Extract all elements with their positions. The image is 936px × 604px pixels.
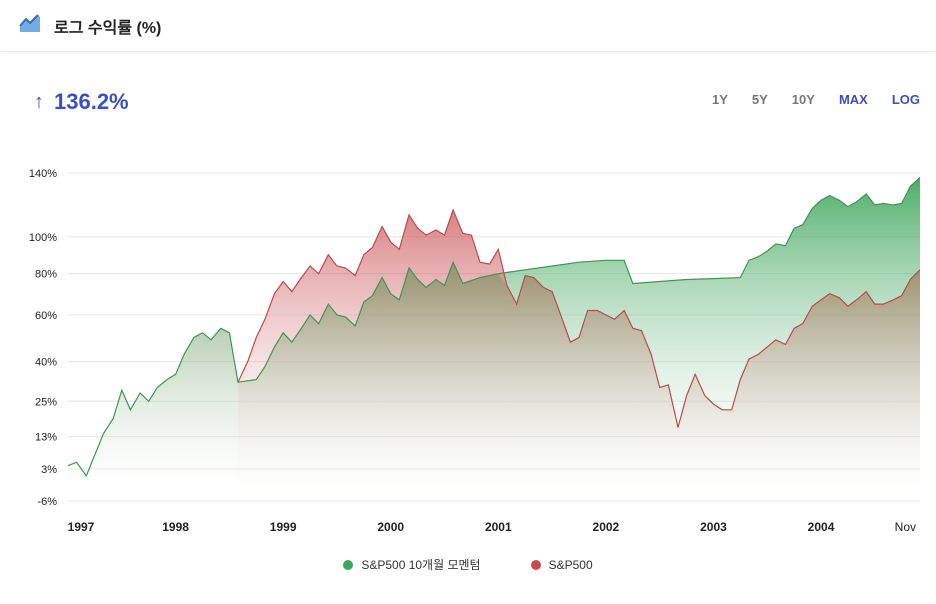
x-tick-label: 2000 xyxy=(377,520,404,534)
log-return-chart: 140% 100% 80% 60% 40% 25% 13% 3% -6% 1997 1998 1999… xyxy=(29,168,921,534)
x-tick-label: 1999 xyxy=(270,520,297,534)
up-arrow-icon: ↑ xyxy=(34,90,44,113)
chart-legend: S&P500 10개월 모멘텀 S&P500 xyxy=(0,556,936,573)
y-tick-label: 140% xyxy=(29,168,57,180)
series-line-sp500 xyxy=(237,208,921,428)
y-tick-label: 80% xyxy=(35,269,57,281)
y-tick-label: -6% xyxy=(37,496,57,508)
y-tick-label: 25% xyxy=(35,396,57,408)
log-scale-button[interactable]: LOG xyxy=(891,92,920,107)
y-tick-label: 40% xyxy=(35,357,57,369)
range-5y-button[interactable]: 5Y xyxy=(751,92,768,107)
return-summary: ↑ 136.2% xyxy=(34,88,129,116)
x-tick-label: 2004 xyxy=(808,520,835,534)
x-tick-label: Nov xyxy=(895,520,916,534)
legend-item-momentum[interactable]: S&P500 10개월 모멘텀 xyxy=(343,556,481,573)
range-10y-button[interactable]: 10Y xyxy=(791,92,815,107)
series-line-momentum xyxy=(67,176,921,478)
x-axis: 1997 1998 1999 2000 2001 2002 2003 2004 Nov xyxy=(68,520,916,534)
y-tick-label: 3% xyxy=(41,464,57,476)
x-tick-label: 2003 xyxy=(700,520,727,534)
y-tick-label: 60% xyxy=(35,310,57,322)
x-tick-label: 1998 xyxy=(162,520,189,534)
range-max-button[interactable]: MAX xyxy=(838,92,868,107)
line-chart-icon xyxy=(19,14,40,32)
range-1y-button[interactable]: 1Y xyxy=(711,92,728,107)
series-area-overlap xyxy=(68,262,920,506)
y-tick-label: 100% xyxy=(29,232,57,244)
legend-dot-sp500 xyxy=(530,559,541,570)
legend-dot-momentum xyxy=(343,559,354,570)
return-value: 136.2% xyxy=(54,89,129,114)
range-selector: 1Y 5Y 10Y MAX LOG xyxy=(688,92,920,107)
x-tick-label: 2002 xyxy=(593,520,620,534)
header: 로그 수익률 (%) xyxy=(0,0,936,52)
x-tick-label: 2001 xyxy=(485,520,512,534)
legend-label-sp500: S&P500 xyxy=(548,557,593,572)
y-tick-label: 13% xyxy=(35,432,57,444)
legend-item-sp500[interactable]: S&P500 xyxy=(530,556,593,573)
page-title: 로그 수익률 (%) xyxy=(54,20,162,37)
legend-label-momentum: S&P500 10개월 모멘텀 xyxy=(361,558,481,572)
x-tick-label: 1997 xyxy=(68,520,95,534)
